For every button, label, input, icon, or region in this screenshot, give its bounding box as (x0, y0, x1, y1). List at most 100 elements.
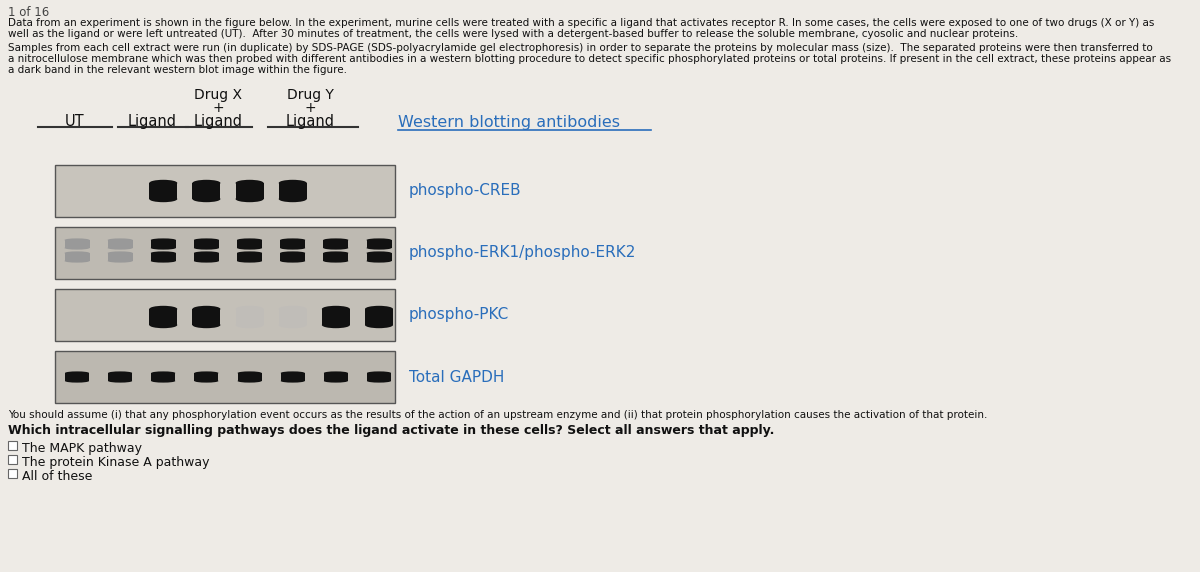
Bar (194, 373, 218, 381)
Ellipse shape (281, 239, 305, 241)
Text: Total GAPDH: Total GAPDH (409, 370, 504, 384)
Bar (192, 309, 221, 325)
Ellipse shape (322, 306, 350, 312)
Ellipse shape (235, 180, 264, 186)
Ellipse shape (108, 379, 132, 383)
Ellipse shape (281, 371, 305, 375)
Bar (65, 373, 89, 381)
Ellipse shape (366, 252, 391, 255)
Ellipse shape (151, 247, 175, 249)
Ellipse shape (194, 247, 218, 249)
Ellipse shape (65, 239, 90, 241)
Ellipse shape (366, 239, 391, 241)
Ellipse shape (365, 306, 394, 312)
Ellipse shape (238, 252, 262, 255)
Text: Ligand: Ligand (127, 114, 176, 129)
Bar (55, 165, 395, 217)
Ellipse shape (323, 247, 348, 249)
Ellipse shape (65, 379, 89, 383)
Ellipse shape (192, 306, 221, 312)
Ellipse shape (65, 247, 90, 249)
Bar (281, 373, 305, 381)
Text: Drug X: Drug X (194, 88, 242, 102)
Text: Ligand: Ligand (193, 114, 242, 129)
Ellipse shape (278, 322, 307, 328)
Text: +: + (304, 101, 316, 115)
Ellipse shape (366, 259, 391, 263)
Ellipse shape (278, 180, 307, 186)
Ellipse shape (366, 247, 391, 249)
Bar (149, 183, 178, 199)
Bar (108, 253, 133, 261)
Ellipse shape (149, 322, 178, 328)
Ellipse shape (149, 180, 178, 186)
Ellipse shape (238, 247, 262, 249)
Bar (366, 253, 391, 261)
Text: Ligand: Ligand (286, 114, 335, 129)
Ellipse shape (278, 306, 307, 312)
Bar (278, 183, 307, 199)
Bar (367, 373, 391, 381)
Text: phospho-ERK1/phospho-ERK2: phospho-ERK1/phospho-ERK2 (409, 245, 636, 260)
Ellipse shape (322, 322, 350, 328)
Bar (65, 253, 90, 261)
Ellipse shape (192, 196, 221, 202)
Bar (8, 441, 17, 450)
Text: The MAPK pathway: The MAPK pathway (22, 442, 142, 455)
Bar (278, 309, 307, 325)
Bar (8, 455, 17, 464)
Text: well as the ligand or were left untreated (UT).  After 30 minutes of treatment, : well as the ligand or were left untreate… (8, 29, 1019, 39)
Text: Western blotting antibodies: Western blotting antibodies (398, 115, 620, 130)
Bar (238, 240, 262, 248)
Bar (65, 240, 90, 248)
Ellipse shape (149, 306, 178, 312)
Ellipse shape (151, 239, 175, 241)
Bar (238, 373, 262, 381)
Ellipse shape (281, 259, 305, 263)
Ellipse shape (238, 239, 262, 241)
Ellipse shape (108, 239, 133, 241)
Ellipse shape (235, 196, 264, 202)
Ellipse shape (65, 252, 90, 255)
Ellipse shape (281, 247, 305, 249)
Ellipse shape (108, 252, 133, 255)
Text: +: + (212, 101, 224, 115)
Text: Drug Y: Drug Y (287, 88, 334, 102)
Bar (235, 309, 264, 325)
Ellipse shape (324, 379, 348, 383)
Ellipse shape (192, 322, 221, 328)
Bar (55, 289, 395, 341)
Text: UT: UT (65, 114, 85, 129)
Ellipse shape (194, 252, 218, 255)
Bar (8, 469, 17, 478)
Ellipse shape (235, 306, 264, 312)
Ellipse shape (151, 371, 175, 375)
Ellipse shape (151, 259, 175, 263)
Text: The protein Kinase A pathway: The protein Kinase A pathway (22, 456, 210, 469)
Ellipse shape (194, 379, 218, 383)
Bar (151, 240, 175, 248)
Ellipse shape (238, 379, 262, 383)
Bar (192, 183, 221, 199)
Ellipse shape (235, 322, 264, 328)
Ellipse shape (151, 379, 175, 383)
Ellipse shape (151, 252, 175, 255)
Bar (366, 240, 391, 248)
Text: 1 of 16: 1 of 16 (8, 6, 49, 19)
Bar (365, 309, 394, 325)
Ellipse shape (108, 247, 133, 249)
Text: All of these: All of these (22, 470, 92, 483)
Bar (108, 240, 133, 248)
Bar (194, 240, 218, 248)
Ellipse shape (65, 259, 90, 263)
Ellipse shape (192, 180, 221, 186)
Ellipse shape (194, 259, 218, 263)
Bar (194, 253, 218, 261)
Ellipse shape (194, 239, 218, 241)
Bar (322, 309, 350, 325)
Bar (235, 183, 264, 199)
Ellipse shape (367, 371, 391, 375)
Bar (324, 373, 348, 381)
Text: Data from an experiment is shown in the figure below. In the experiment, murine : Data from an experiment is shown in the … (8, 18, 1154, 28)
Ellipse shape (108, 259, 133, 263)
